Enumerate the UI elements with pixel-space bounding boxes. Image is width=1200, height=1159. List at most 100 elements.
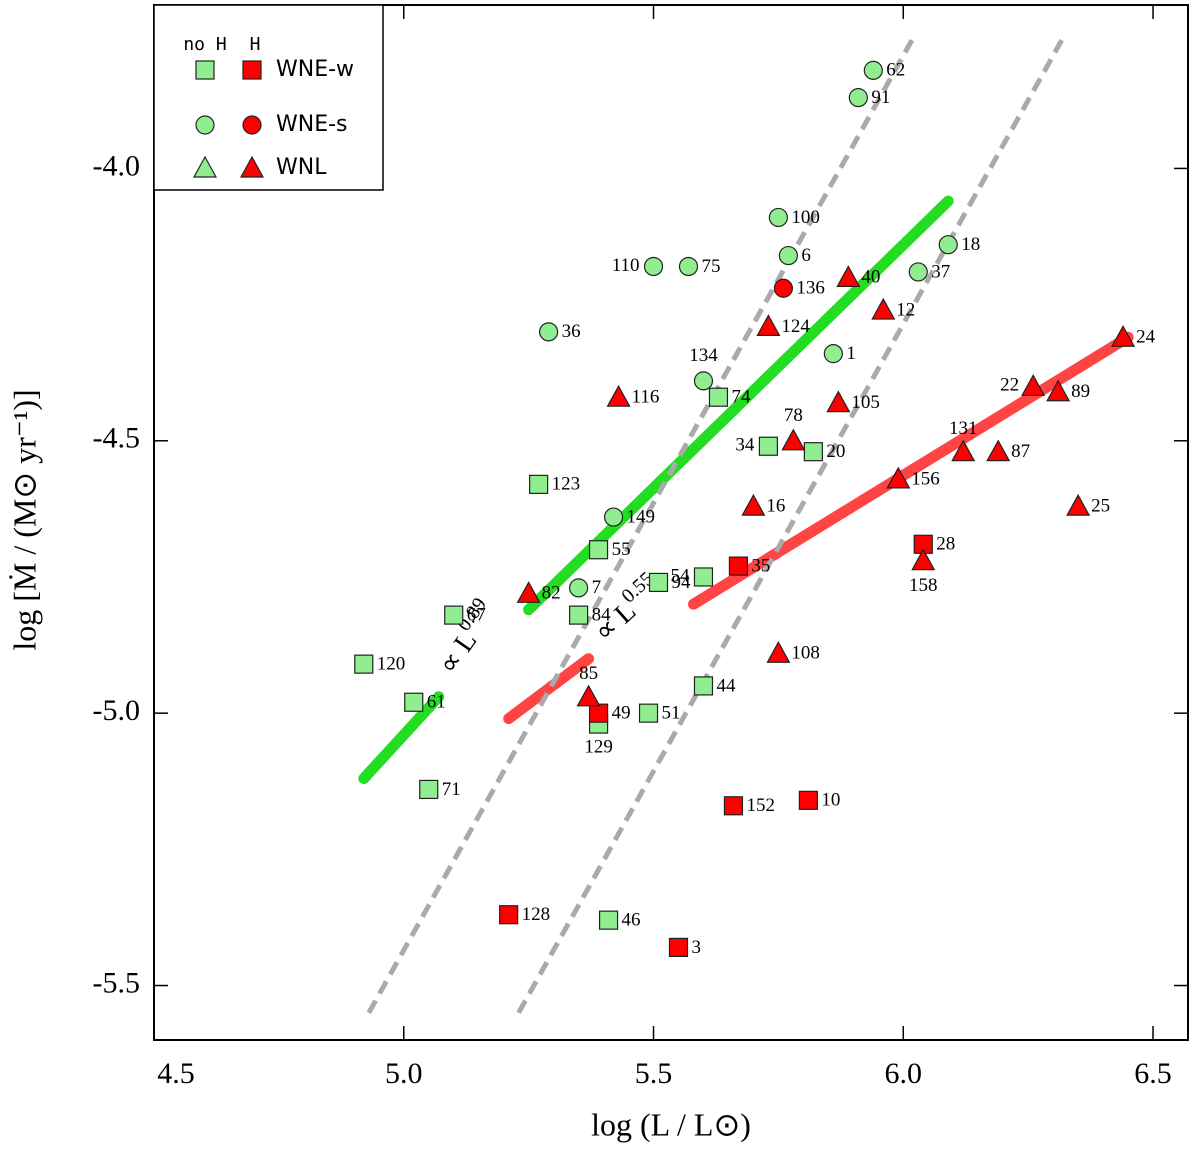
point-label: 62 bbox=[886, 60, 905, 81]
marker-triangle bbox=[756, 314, 781, 336]
marker-square bbox=[728, 556, 749, 576]
marker-circle bbox=[848, 88, 868, 108]
marker-triangle bbox=[911, 548, 936, 571]
point-label: 75 bbox=[701, 256, 720, 277]
point-label: 136 bbox=[796, 278, 825, 299]
legend-box bbox=[153, 4, 384, 191]
point-label: 131 bbox=[949, 418, 978, 439]
point-label: 49 bbox=[612, 703, 631, 724]
fit-line bbox=[688, 331, 1134, 610]
point-label: 16 bbox=[766, 496, 785, 517]
legend-marker bbox=[239, 155, 265, 178]
point-label: 156 bbox=[911, 468, 940, 489]
reference-line bbox=[516, 36, 1066, 1015]
point-label: 25 bbox=[1091, 496, 1110, 517]
marker-circle bbox=[678, 256, 699, 277]
marker-triangle bbox=[836, 265, 861, 287]
marker-triangle bbox=[886, 466, 911, 489]
marker-circle bbox=[778, 245, 798, 266]
y-tick-label: -5.0 bbox=[93, 694, 141, 727]
marker-square bbox=[693, 676, 714, 696]
marker-square bbox=[588, 703, 609, 723]
marker-triangle bbox=[606, 384, 631, 407]
marker-triangle bbox=[986, 439, 1011, 462]
marker-triangle bbox=[871, 297, 896, 320]
point-label: 71 bbox=[442, 779, 461, 800]
reference-line bbox=[366, 36, 916, 1015]
point-label: 94 bbox=[672, 572, 692, 593]
point-label: 85 bbox=[579, 663, 598, 684]
point-label: 1 bbox=[846, 343, 856, 364]
legend-column: no H bbox=[183, 34, 226, 55]
x-tick-label: 6.0 bbox=[885, 1057, 923, 1090]
point-label: 44 bbox=[716, 675, 736, 696]
point-label: 91 bbox=[871, 87, 890, 108]
marker-triangle bbox=[766, 640, 791, 663]
marker-square bbox=[693, 567, 714, 587]
point-label: 149 bbox=[627, 506, 656, 527]
legend-label: WNE-s bbox=[276, 112, 348, 137]
legend: no H H WNE-w WNE-s WNL bbox=[153, 4, 384, 191]
point-label: 134 bbox=[689, 345, 718, 366]
marker-square bbox=[354, 654, 374, 674]
x-tick-label: 6.5 bbox=[1134, 1057, 1172, 1090]
point-label: 120 bbox=[377, 653, 406, 674]
point-label: 37 bbox=[931, 261, 950, 282]
point-label: 67 bbox=[467, 604, 486, 625]
point-label: 24 bbox=[1136, 327, 1156, 348]
point-label: 87 bbox=[1011, 441, 1030, 462]
legend-marker bbox=[242, 60, 262, 80]
point-label: 124 bbox=[781, 316, 810, 337]
point-label: 18 bbox=[961, 234, 980, 255]
y-axis-label: log [Ṁ / (M⊙ yr⁻¹)] bbox=[6, 389, 42, 650]
marker-square bbox=[444, 605, 464, 625]
marker-triangle bbox=[516, 581, 541, 603]
marker-triangle bbox=[1066, 493, 1091, 516]
point-label: 78 bbox=[784, 405, 803, 426]
point-label: 110 bbox=[612, 255, 640, 276]
point-label: 22 bbox=[1000, 375, 1019, 396]
marker-circle bbox=[863, 60, 883, 80]
y-tick-label: -5.5 bbox=[93, 966, 141, 999]
point-label: 40 bbox=[861, 267, 880, 288]
point-label: 36 bbox=[562, 321, 581, 342]
marker-circle bbox=[568, 578, 589, 598]
marker-circle bbox=[603, 507, 624, 527]
y-tick-label: -4.5 bbox=[93, 422, 141, 455]
point-label: 28 bbox=[936, 534, 955, 555]
marker-circle bbox=[938, 235, 958, 255]
marker-square bbox=[419, 779, 439, 800]
point-label: 82 bbox=[542, 583, 561, 604]
marker-square bbox=[803, 442, 823, 462]
point-label: 10 bbox=[821, 790, 840, 811]
marker-square bbox=[499, 905, 519, 925]
axes-layer: 4.5 5.0 5.5 6.0 6.5 -4.0 -4.5 -5.0 -5.5 bbox=[93, 5, 1188, 1090]
legend-label: WNL bbox=[276, 155, 327, 180]
marker-triangle bbox=[826, 390, 851, 413]
legend-marker bbox=[195, 60, 215, 80]
legend-marker bbox=[195, 115, 215, 135]
marker-circle bbox=[823, 344, 843, 364]
point-label: 35 bbox=[751, 555, 770, 576]
marker-triangle bbox=[951, 439, 976, 462]
point-label: 12 bbox=[896, 299, 915, 320]
marker-square bbox=[668, 937, 689, 957]
point-label: 129 bbox=[584, 736, 613, 757]
point-label: 116 bbox=[632, 387, 660, 408]
point-label: 20 bbox=[826, 441, 845, 462]
x-axis-label: log (L / L⊙) bbox=[591, 1106, 751, 1142]
point-label: 3 bbox=[691, 937, 701, 958]
point-label: 108 bbox=[791, 643, 820, 664]
point-label: 100 bbox=[791, 207, 820, 228]
marker-square bbox=[638, 703, 659, 723]
x-tick-label: 5.5 bbox=[635, 1057, 673, 1090]
marker-triangle bbox=[781, 428, 806, 451]
point-label: 46 bbox=[622, 910, 641, 931]
marker-square bbox=[648, 572, 669, 593]
point-label: 51 bbox=[662, 703, 681, 724]
marker-circle bbox=[643, 256, 664, 277]
marker-triangle bbox=[1021, 374, 1046, 396]
y-tick-label: -4.0 bbox=[93, 149, 141, 182]
